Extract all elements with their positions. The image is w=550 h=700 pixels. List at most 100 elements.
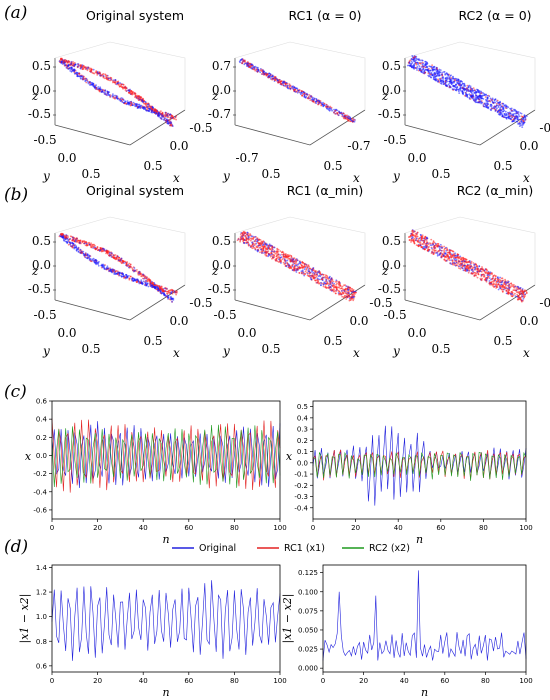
data-point xyxy=(414,66,417,69)
data-point xyxy=(472,262,475,264)
data-point xyxy=(95,259,98,262)
data-point xyxy=(314,279,316,281)
data-point xyxy=(327,278,330,280)
data-point xyxy=(418,58,420,60)
data-point xyxy=(460,83,463,86)
data-point xyxy=(312,96,314,99)
data-point xyxy=(76,66,79,69)
data-point xyxy=(95,88,98,91)
data-point xyxy=(426,66,429,69)
z-tick-label: 0.0 xyxy=(212,83,231,97)
data-point xyxy=(480,92,483,95)
panel-title: RC2 (α = 0) xyxy=(458,8,531,23)
data-point xyxy=(87,66,90,69)
data-point xyxy=(470,95,473,97)
data-point xyxy=(243,232,246,235)
data-point xyxy=(486,269,489,272)
data-point xyxy=(140,281,143,283)
data-point xyxy=(308,97,311,99)
z-tick-label: 0.5 xyxy=(32,59,51,73)
data-point xyxy=(126,102,129,104)
data-point xyxy=(295,258,297,261)
data-point xyxy=(271,256,274,259)
data-point xyxy=(138,105,141,107)
data-point xyxy=(345,285,348,288)
data-point xyxy=(488,280,491,282)
y-tick-label: 0.5 xyxy=(261,342,280,356)
data-point xyxy=(157,113,159,116)
data-point xyxy=(444,73,447,75)
data-point xyxy=(174,116,177,119)
data-point xyxy=(473,266,475,269)
data-point xyxy=(513,112,516,115)
data-point xyxy=(252,68,255,71)
data-point xyxy=(450,80,453,82)
data-point xyxy=(424,64,427,67)
data-point xyxy=(489,271,492,274)
data-point xyxy=(294,264,297,267)
data-point xyxy=(439,82,442,85)
data-point xyxy=(266,73,268,76)
data-point xyxy=(444,80,447,83)
data-point xyxy=(71,246,74,249)
data-point xyxy=(101,90,104,93)
data-point xyxy=(329,286,331,288)
data-point xyxy=(86,257,89,260)
data-point xyxy=(128,262,131,265)
data-point xyxy=(136,106,139,108)
data-point xyxy=(98,260,100,263)
data-point xyxy=(320,101,322,104)
data-point xyxy=(458,92,461,94)
data-point xyxy=(139,273,142,276)
data-point xyxy=(145,103,148,105)
data-point xyxy=(500,112,503,114)
data-point xyxy=(112,80,114,82)
data-point xyxy=(123,99,125,102)
data-point xyxy=(313,97,316,100)
data-point xyxy=(286,84,289,87)
data-point xyxy=(427,74,430,77)
data-point xyxy=(242,237,244,239)
data-point xyxy=(468,90,470,93)
panel-title: Original system xyxy=(86,8,184,23)
data-point xyxy=(414,56,416,58)
data-point xyxy=(86,80,89,83)
data-point xyxy=(305,265,308,268)
data-point xyxy=(121,261,124,264)
data-point xyxy=(128,275,130,277)
data-point xyxy=(252,247,255,249)
data-point xyxy=(295,87,297,90)
data-point xyxy=(524,118,527,121)
data-point xyxy=(350,119,353,122)
data-point xyxy=(61,233,63,236)
data-point xyxy=(306,274,309,277)
data-point xyxy=(274,76,277,78)
data-point xyxy=(463,85,465,87)
data-point xyxy=(346,118,349,120)
data-point xyxy=(494,109,497,112)
data-point xyxy=(115,258,118,261)
data-point xyxy=(467,261,470,263)
data-point xyxy=(325,103,328,106)
data-point xyxy=(429,73,432,76)
data-point xyxy=(278,260,281,263)
y-tick-label: 0.5 xyxy=(431,342,450,356)
data-point xyxy=(261,248,263,251)
data-point xyxy=(431,247,433,250)
data-point xyxy=(279,250,282,252)
data-point xyxy=(497,113,500,115)
data-point xyxy=(83,256,86,258)
data-point xyxy=(450,259,452,261)
data-point xyxy=(144,106,147,109)
data-point xyxy=(334,281,337,283)
data-point xyxy=(251,64,254,67)
data-point xyxy=(303,268,306,270)
data-point xyxy=(473,263,475,266)
data-point xyxy=(420,69,422,72)
data-point xyxy=(106,92,109,95)
data-point xyxy=(324,283,327,286)
data-point xyxy=(283,81,286,84)
data-point xyxy=(120,84,123,86)
data-point xyxy=(408,239,411,242)
